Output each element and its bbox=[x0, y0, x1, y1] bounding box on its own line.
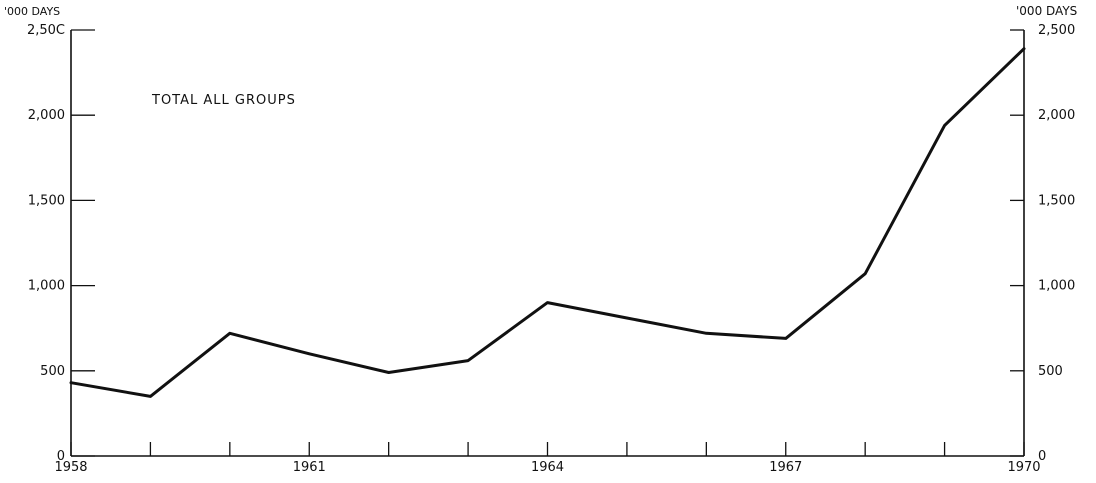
y-tick-label-right: 2,000 bbox=[1038, 108, 1075, 123]
data-point bbox=[943, 124, 946, 127]
y-tick-label-left: 0 bbox=[57, 449, 65, 464]
x-tick-label: 1967 bbox=[769, 460, 802, 475]
y-axis-unit-left: '000 DAYS bbox=[4, 5, 60, 18]
x-tick-label: 1964 bbox=[531, 460, 564, 475]
data-point bbox=[228, 332, 232, 335]
data-point bbox=[387, 371, 390, 374]
y-tick-label-right: 500 bbox=[1038, 364, 1063, 379]
y-tick-label-left: 2,50C bbox=[27, 23, 65, 38]
data-point bbox=[466, 359, 470, 362]
data-point bbox=[784, 337, 787, 340]
y-tick-label-right: 1,500 bbox=[1038, 193, 1075, 208]
data-point bbox=[308, 352, 311, 355]
x-axis: 1958 1961 1964 1967 1970 bbox=[54, 442, 1041, 475]
x-tick-label: 1961 bbox=[293, 460, 326, 475]
y-axis-unit-right: '000 DAYS bbox=[1016, 4, 1077, 18]
y-tick-label-left: 500 bbox=[40, 364, 65, 379]
y-tick-label-left: 2,000 bbox=[28, 108, 65, 123]
y-tick-label-left: 1,000 bbox=[28, 279, 65, 294]
y-axis-left: 0 500 1,000 1,500 2,000 2,50C bbox=[27, 23, 95, 464]
data-point bbox=[625, 316, 629, 320]
y-axis-right: 0 500 1,000 1,500 2,000 2,500 bbox=[1010, 23, 1075, 464]
series-group bbox=[69, 47, 1026, 398]
data-point bbox=[863, 272, 867, 275]
data-point bbox=[705, 332, 708, 335]
data-point bbox=[149, 395, 152, 398]
y-tick-label-right: 2,500 bbox=[1038, 23, 1075, 38]
y-tick-label-right: 0 bbox=[1038, 449, 1046, 464]
data-point bbox=[1022, 47, 1026, 50]
data-point bbox=[69, 381, 73, 384]
y-tick-label-right: 1,000 bbox=[1038, 279, 1075, 294]
x-tick-label: 1970 bbox=[1007, 460, 1040, 475]
chart-title: TOTAL ALL GROUPS bbox=[151, 93, 296, 108]
x-tick-label: 1958 bbox=[54, 460, 87, 475]
y-tick-label-left: 1,500 bbox=[28, 193, 65, 208]
data-point bbox=[546, 301, 549, 304]
